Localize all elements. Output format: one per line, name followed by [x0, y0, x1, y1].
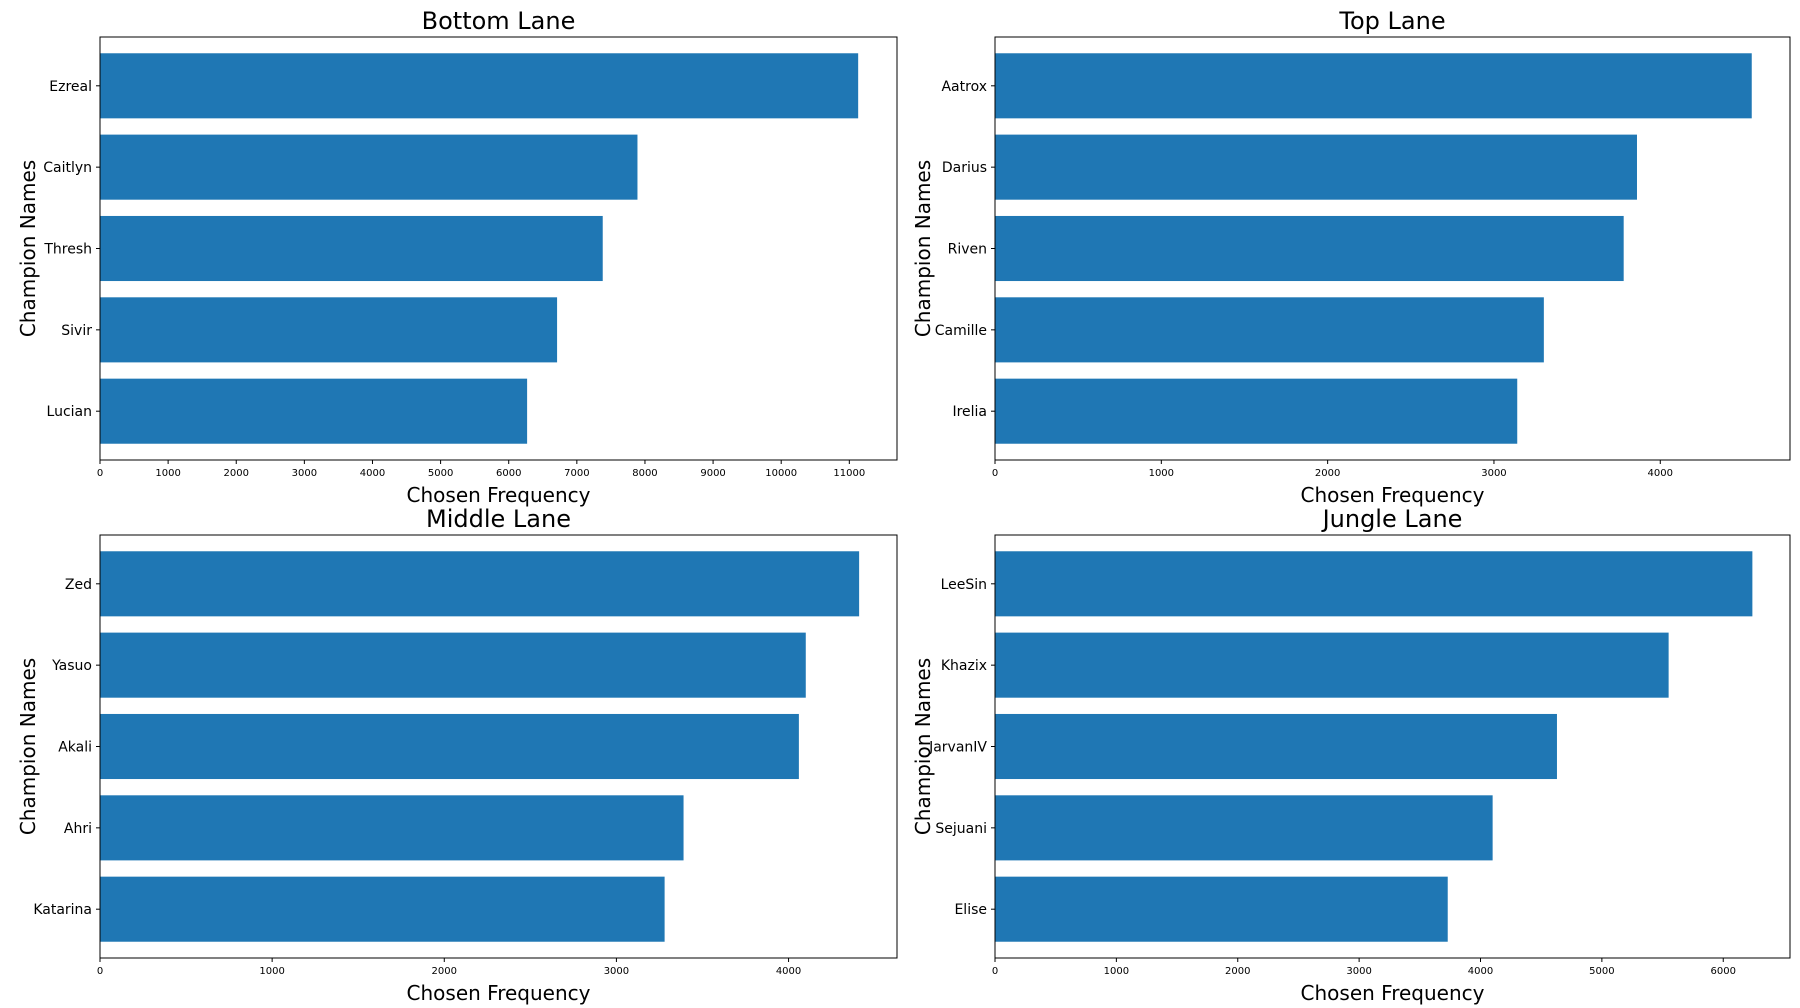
bar-katarina [100, 876, 665, 942]
x-tick-label: 9000 [700, 468, 725, 479]
x-tick-label: 3000 [604, 966, 629, 977]
category-label: LeeSin [941, 577, 987, 593]
x-tick-label: 6000 [496, 468, 521, 479]
bar-yasuo [100, 632, 806, 698]
bar-ezreal [100, 53, 859, 119]
category-label: Ahri [64, 821, 92, 837]
chart-title: Bottom Lane [422, 7, 576, 35]
chart-panel-1: Ezreal Caitlyn Thresh Sivir Lucian 0 1000 2000 3… [16, 7, 898, 507]
x-tick-label: 3000 [292, 468, 317, 479]
x-axis-label: Chosen Frequency [407, 483, 591, 507]
x-tick-label: 2000 [224, 468, 249, 479]
bar-camille [995, 297, 1544, 363]
chart-panel-2: Aatrox Darius Riven Camille Irelia 0 1000 2000 3… [911, 7, 1791, 507]
bar-thresh [100, 215, 603, 282]
x-tick-label: 10000 [765, 468, 797, 479]
bar-aatrox [995, 53, 1752, 119]
x-tick-label: 7000 [564, 468, 589, 479]
x-tick-label: 1000 [1104, 966, 1129, 977]
chart-title: Middle Lane [426, 505, 571, 533]
chart-panel-3: Zed Yasuo Akali Ahri Katarina 0 1000 2000 3000 40… [16, 505, 898, 1005]
bar-ahri [100, 795, 684, 861]
x-tick-label: 2000 [432, 966, 457, 977]
x-tick-label: 0 [97, 468, 103, 479]
x-tick-label: 2000 [1225, 966, 1250, 977]
x-tick-label: 5000 [428, 468, 453, 479]
bar-darius [995, 134, 1637, 200]
category-label: Zed [65, 577, 92, 593]
x-axis-label: Chosen Frequency [1301, 981, 1485, 1005]
category-label: Sejuani [935, 821, 987, 837]
category-label: Katarina [33, 902, 92, 918]
x-tick-label: 4000 [776, 966, 801, 977]
bar-zed [100, 551, 860, 617]
bar-jarvaniv [995, 713, 1557, 780]
plot-frame [99, 36, 898, 461]
chart-title: Jungle Lane [1321, 505, 1463, 533]
bar-riven [995, 215, 1624, 282]
x-tick-label: 3000 [1346, 966, 1371, 977]
category-label: Irelia [952, 404, 987, 420]
y-axis-label: Champion Names [911, 658, 935, 835]
y-axis-label: Champion Names [911, 160, 935, 337]
bar-caitlyn [100, 134, 638, 200]
plot-frame [99, 534, 898, 959]
x-tick-label: 2000 [1315, 468, 1340, 479]
bar-akali [100, 713, 799, 780]
x-axis-label: Chosen Frequency [407, 981, 591, 1005]
x-tick-label: 0 [97, 966, 103, 977]
x-tick-label: 5000 [1589, 966, 1614, 977]
x-axis-label: Chosen Frequency [1301, 483, 1485, 507]
bar-khazix [995, 632, 1669, 698]
category-label: Thresh [43, 242, 92, 258]
x-tick-label: 0 [992, 966, 998, 977]
category-label: Yasuo [51, 658, 92, 674]
bar-leesin [995, 551, 1753, 617]
x-tick-label: 8000 [632, 468, 657, 479]
y-axis-label: Champion Names [16, 658, 40, 835]
bar-sivir [100, 297, 558, 363]
category-label: Caitlyn [43, 160, 92, 176]
x-tick-label: 3000 [1481, 468, 1506, 479]
category-label: Lucian [47, 404, 92, 420]
x-tick-label: 1000 [1149, 468, 1174, 479]
chart-title: Top Lane [1338, 7, 1445, 35]
x-tick-label: 4000 [360, 468, 385, 479]
x-tick-label: 6000 [1711, 966, 1736, 977]
x-tick-label: 1000 [155, 468, 180, 479]
plot-frame [994, 36, 1791, 461]
y-axis-label: Champion Names [16, 160, 40, 337]
chart-panel-4: LeeSin Khazix JarvanIV Sejuani Elise 0 1000 200… [911, 505, 1791, 1005]
category-label: Elise [954, 902, 987, 918]
bar-sejuani [995, 795, 1493, 861]
category-label: Sivir [61, 323, 92, 339]
category-label: Camille [935, 323, 987, 339]
x-tick-label: 4000 [1468, 966, 1493, 977]
category-label: JarvanIV [928, 740, 987, 756]
category-label: Khazix [941, 658, 987, 674]
category-label: Aatrox [941, 79, 987, 95]
bar-elise [995, 876, 1448, 942]
category-label: Ezreal [49, 79, 92, 95]
x-tick-label: 1000 [259, 966, 284, 977]
category-label: Darius [942, 160, 987, 176]
plot-frame [994, 534, 1791, 959]
x-tick-label: 11000 [833, 468, 865, 479]
x-tick-label: 4000 [1648, 468, 1673, 479]
category-label: Riven [948, 242, 987, 258]
bar-lucian [100, 378, 528, 444]
x-tick-label: 0 [992, 468, 998, 479]
bar-irelia [995, 378, 1518, 444]
category-label: Akali [58, 740, 92, 756]
